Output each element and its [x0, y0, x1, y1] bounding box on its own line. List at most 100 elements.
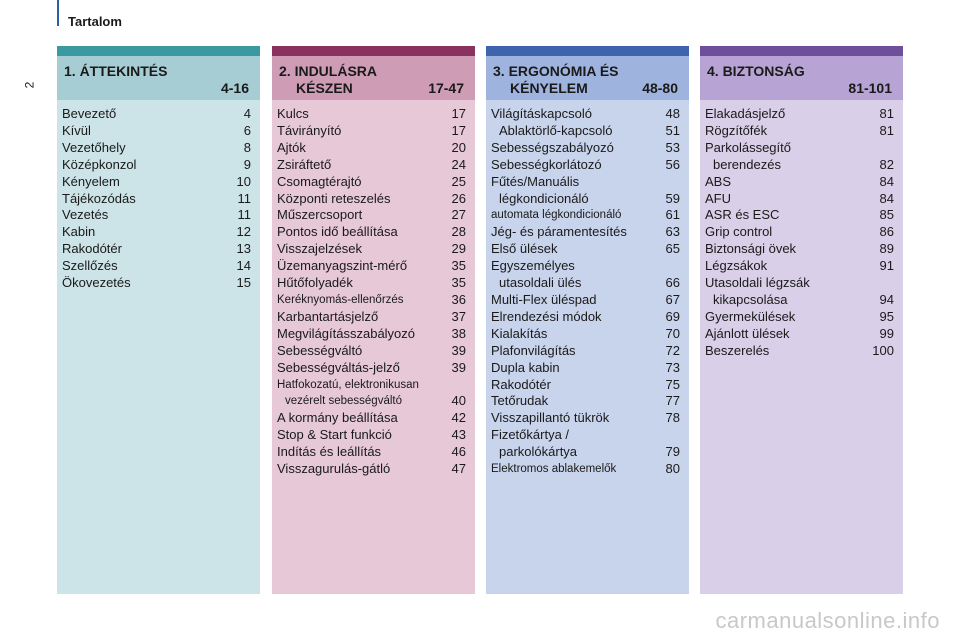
watermark: carmanualsonline.info [715, 608, 940, 633]
toc-entry-label: Visszapillantó tükrök [491, 410, 610, 426]
toc-entry[interactable]: Beszerelés 100 [705, 343, 894, 360]
toc-entry[interactable]: Kívül 6 [62, 123, 251, 140]
toc-entry[interactable]: kikapcsolása 94 [705, 292, 894, 309]
column-heading[interactable]: 4. BIZTONSÁG 81-101 [700, 56, 903, 100]
toc-entry[interactable]: Stop & Start funkció 43 [277, 427, 466, 444]
toc-entry[interactable]: Kabin 12 [62, 224, 251, 241]
toc-entry-page: 53 [665, 139, 680, 155]
toc-entry[interactable]: Vezetőhely 8 [62, 140, 251, 157]
toc-entry[interactable]: Jég- és páramentesítés 63 [491, 224, 680, 241]
toc-entry-label: Kulcs [277, 106, 309, 121]
toc-entry[interactable]: Utasoldali légzsák [705, 275, 894, 292]
toc-entry[interactable]: Vezetés 11 [62, 207, 251, 224]
toc-entry[interactable]: Tájékozódás 11 [62, 191, 251, 208]
toc-entry-page: 86 [879, 224, 894, 240]
toc-entry[interactable]: Plafonvilágítás 72 [491, 343, 680, 360]
toc-entry[interactable]: Karbantartásjelző 37 [277, 309, 466, 326]
toc-entry[interactable]: utasoldali ülés 66 [491, 275, 680, 292]
toc-entry[interactable]: Ajtók 20 [277, 140, 466, 157]
page-number: 2 [22, 81, 37, 89]
toc-entry[interactable]: Indítás és leállítás 46 [277, 444, 466, 461]
toc-entry[interactable]: Kényelem 10 [62, 174, 251, 191]
toc-entry[interactable]: Ökovezetés 15 [62, 275, 251, 292]
toc-entry[interactable]: Első ülések 65 [491, 241, 680, 258]
column-title-line2: KÉSZEN [296, 80, 353, 96]
toc-entry[interactable]: ASR és ESC 85 [705, 207, 894, 224]
toc-entry-page: 65 [665, 241, 680, 257]
toc-entry[interactable]: Üzemanyagszint-mérő 35 [277, 258, 466, 275]
toc-entry[interactable]: Sebességkorlátozó 56 [491, 157, 680, 174]
toc-entry-label: Kabin [62, 224, 96, 240]
column-color-bar [57, 46, 260, 56]
toc-entry[interactable]: Megvilágításszabályozó 38 [277, 326, 466, 343]
toc-entry[interactable]: Középkonzol 9 [62, 157, 251, 174]
toc-entry[interactable]: vezérelt sebességváltó 40 [277, 393, 466, 410]
toc-entry[interactable]: Bevezető 4 [62, 106, 251, 123]
toc-entry[interactable]: Hatfokozatú, elektronikusan [277, 377, 466, 394]
toc-entry-label: kikapcsolása [713, 291, 788, 307]
toc-entry[interactable]: Kulcs 17 [277, 106, 466, 123]
toc-entry[interactable]: parkolókártya 79 [491, 444, 680, 461]
column-heading[interactable]: 3. ERGONÓMIA ÉS KÉNYELEM 48-80 [486, 56, 689, 100]
toc-entry[interactable]: Csomagtérajtó 25 [277, 174, 466, 191]
toc-entry[interactable]: Központi reteszelés 26 [277, 191, 466, 208]
toc-entry[interactable]: A kormány beállítása 42 [277, 410, 466, 427]
toc-entry[interactable]: Hűtőfolyadék 35 [277, 275, 466, 292]
toc-entry[interactable]: Szellőzés 14 [62, 258, 251, 275]
toc-entry-label: Fizetőkártya / [491, 427, 570, 443]
toc-entry[interactable]: Zsiráftető 24 [277, 157, 466, 174]
toc-entry-page: 26 [451, 190, 466, 206]
toc-entry[interactable]: ABS 84 [705, 174, 894, 191]
toc-entry[interactable]: Műszercsoport 27 [277, 207, 466, 224]
toc-entry[interactable]: Multi-Flex üléspad 67 [491, 292, 680, 309]
toc-entry[interactable]: Fizetőkártya / [491, 427, 680, 444]
toc-entry[interactable]: Gyermekülések 95 [705, 309, 894, 326]
toc-entry[interactable]: Sebességváltó 39 [277, 343, 466, 360]
toc-entry[interactable]: Rögzítőfék 81 [705, 123, 894, 140]
toc-entry[interactable]: Visszajelzések 29 [277, 241, 466, 258]
toc-list: Világításkapcsoló 48 Ablaktörlő-kapcsoló 51… [486, 100, 689, 478]
toc-entry[interactable]: Ajánlott ülések 99 [705, 326, 894, 343]
toc-entry[interactable]: Rakodótér 75 [491, 377, 680, 394]
toc-entry[interactable]: Pontos idő beállítása 28 [277, 224, 466, 241]
toc-entry[interactable]: AFU 84 [705, 191, 894, 208]
toc-entry[interactable]: Visszagurulás-gátló 47 [277, 461, 466, 478]
column-heading[interactable]: 1. ÁTTEKINTÉS 4-16 [57, 56, 260, 100]
toc-column-overview: 1. ÁTTEKINTÉS 4-16 Bevezető 4 Kívül 6 Vezető… [57, 46, 260, 594]
toc-entry[interactable]: Biztonsági övek 89 [705, 241, 894, 258]
toc-entry[interactable]: Légzsákok 91 [705, 258, 894, 275]
column-body: Kulcs 17 Távirányító 17 Ajtók 20 Zsiráftető 24 C… [272, 100, 475, 594]
toc-entry[interactable]: Távirányító 17 [277, 123, 466, 140]
toc-entry[interactable]: Elrendezési módok 69 [491, 309, 680, 326]
toc-entry-label: Rakodótér [491, 376, 551, 392]
toc-entry-page: 15 [236, 275, 251, 291]
toc-entry[interactable]: Elakadásjelző 81 [705, 106, 894, 123]
toc-entry-page: 81 [879, 122, 894, 138]
toc-entry[interactable]: Világításkapcsoló 48 [491, 106, 680, 123]
toc-entry[interactable]: Grip control 86 [705, 224, 894, 241]
toc-entry[interactable]: Rakodótér 13 [62, 241, 251, 258]
toc-entry[interactable]: Ablaktörlő-kapcsoló 51 [491, 123, 680, 140]
toc-entry[interactable]: Keréknyomás-ellenőrzés 36 [277, 292, 466, 309]
toc-entry-label: automata légkondicionáló [491, 209, 622, 222]
toc-entry-label: Sebességváltás-jelző [277, 359, 400, 375]
toc-entry[interactable]: légkondicionáló 59 [491, 191, 680, 208]
toc-entry-label: Középkonzol [62, 156, 137, 172]
section-title: Tartalom [68, 14, 122, 29]
toc-entry[interactable]: berendezés 82 [705, 157, 894, 174]
column-heading[interactable]: 2. INDULÁSRA KÉSZEN 17-47 [272, 56, 475, 100]
toc-entry[interactable]: Fűtés/Manuális [491, 174, 680, 191]
toc-entry[interactable]: Visszapillantó tükrök 78 [491, 410, 680, 427]
toc-entry[interactable]: Parkolássegítő [705, 140, 894, 157]
toc-entry[interactable]: Dupla kabin 73 [491, 360, 680, 377]
toc-entry[interactable]: Egyszemélyes [491, 258, 680, 275]
toc-entry[interactable]: Elektromos ablakemelők 80 [491, 461, 680, 478]
toc-entry-page: 10 [236, 173, 251, 189]
toc-entry[interactable]: Tetőrudak 77 [491, 393, 680, 410]
toc-entry[interactable]: Kialakítás 70 [491, 326, 680, 343]
toc-entry-page: 17 [451, 106, 466, 121]
toc-entry[interactable]: Sebességszabályozó 53 [491, 140, 680, 157]
toc-entry[interactable]: Sebességváltás-jelző 39 [277, 360, 466, 377]
toc-entry-label: Hatfokozatú, elektronikusan [277, 378, 419, 391]
toc-entry[interactable]: automata légkondicionáló 61 [491, 207, 680, 224]
